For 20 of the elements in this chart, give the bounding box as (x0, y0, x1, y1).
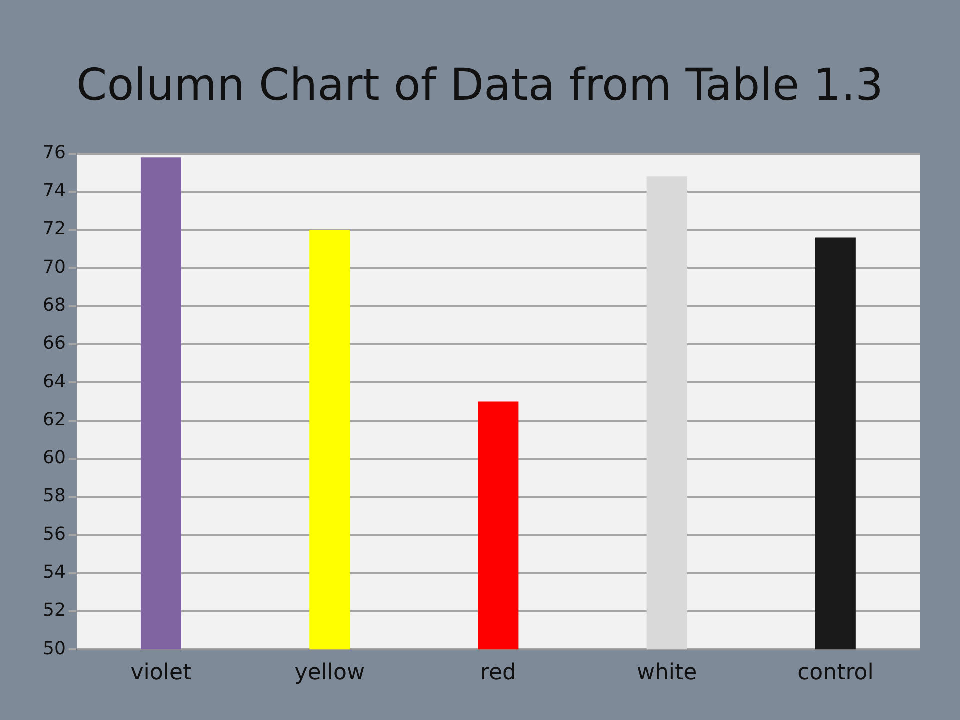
y-tick-label: 50 (43, 638, 66, 660)
chart-title: Column Chart of Data from Table 1.3 (76, 60, 884, 111)
x-tick-label: control (798, 660, 874, 686)
y-tick-label: 66 (43, 333, 66, 354)
y-tick-label: 60 (43, 448, 66, 469)
y-tick-label: 58 (43, 486, 66, 507)
x-tick-label: violet (130, 660, 192, 686)
y-tick-label: 74 (43, 180, 66, 202)
y-tick-label: 56 (43, 524, 66, 545)
y-tick-label: 72 (43, 218, 66, 240)
y-tick-label: 54 (43, 562, 66, 583)
y-tick-label: 64 (43, 371, 66, 392)
y-tick-label: 52 (43, 600, 66, 622)
x-tick-label: white (636, 660, 698, 686)
x-tick-label: red (480, 660, 516, 686)
x-tick-label: yellow (294, 660, 365, 686)
y-tick-label: 68 (43, 295, 66, 316)
y-tick-label: 76 (43, 142, 66, 164)
y-tick-label: 62 (43, 409, 66, 430)
y-tick-label: 70 (43, 256, 66, 278)
